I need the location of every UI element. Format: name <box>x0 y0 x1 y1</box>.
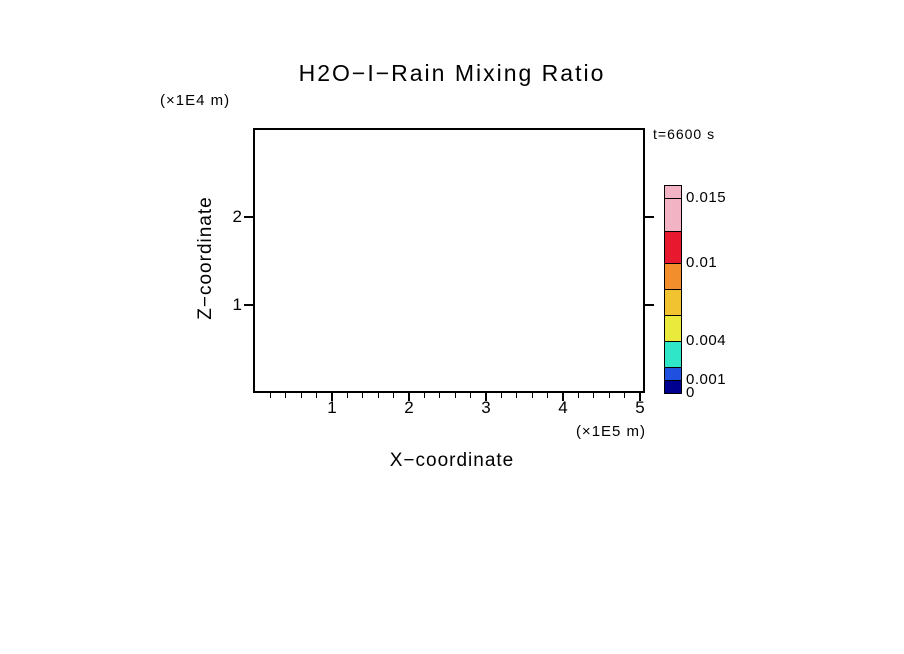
x-tick-label: 1 <box>327 398 337 417</box>
colorbar-tick-label: 0.015 <box>686 189 727 206</box>
colorbar-tick-label: 0.004 <box>686 332 727 349</box>
colorbar-segment <box>664 289 682 316</box>
time-annotation: t=6600 s <box>653 126 716 142</box>
x-tick-label: 3 <box>481 398 491 417</box>
colorbar-tick-label: 0.01 <box>686 254 718 271</box>
colorbar-segment <box>664 185 682 199</box>
x-major-tick <box>562 393 564 401</box>
x-minor-tick <box>577 393 579 398</box>
x-minor-tick <box>377 393 379 398</box>
colorbar-segment <box>664 230 682 264</box>
x-minor-tick <box>300 393 302 398</box>
x-minor-tick <box>516 393 518 398</box>
x-minor-tick <box>393 393 395 398</box>
x-minor-tick <box>531 393 533 398</box>
x-minor-tick <box>423 393 425 398</box>
x-tick-label: 4 <box>558 398 568 417</box>
colorbar-tick-label: 0.001 <box>686 371 727 388</box>
x-major-tick <box>639 393 641 401</box>
y-axis-label: Z−coordinate <box>195 196 216 320</box>
y-tick-label: 2 <box>232 207 242 226</box>
x-minor-tick <box>346 393 348 398</box>
y-major-tick-right <box>645 304 654 306</box>
y-major-tick-left <box>244 304 253 306</box>
x-minor-tick <box>454 393 456 398</box>
x-major-tick <box>331 393 333 401</box>
x-axis-label: X−coordinate <box>389 450 515 471</box>
colorbar-segment <box>664 380 682 394</box>
x-minor-tick <box>593 393 595 398</box>
x-tick-label: 2 <box>404 398 414 417</box>
y-axis-unit: (×1E4 m) <box>160 92 231 109</box>
x-minor-tick <box>316 393 318 398</box>
x-major-tick <box>485 393 487 401</box>
colorbar-segment <box>664 315 682 342</box>
x-minor-tick <box>439 393 441 398</box>
x-minor-tick <box>362 393 364 398</box>
colorbar-segment <box>664 198 682 232</box>
colorbar-segment <box>664 263 682 290</box>
y-major-tick-right <box>645 216 654 218</box>
y-major-tick-left <box>244 216 253 218</box>
x-major-tick <box>408 393 410 401</box>
x-minor-tick <box>285 393 287 398</box>
plot-area <box>253 128 645 393</box>
y-tick-label: 1 <box>232 295 242 314</box>
colorbar-tick-label: 0 <box>686 384 695 401</box>
x-minor-tick <box>608 393 610 398</box>
x-minor-tick <box>624 393 626 398</box>
x-minor-tick <box>470 393 472 398</box>
colorbar-segment <box>664 341 682 368</box>
x-tick-label: 5 <box>635 398 645 417</box>
x-minor-tick <box>547 393 549 398</box>
x-minor-tick <box>500 393 502 398</box>
chart-title: H2O−I−Rain Mixing Ratio <box>298 60 606 86</box>
x-minor-tick <box>269 393 271 398</box>
colorbar-segment <box>664 367 682 381</box>
x-axis-unit: (×1E5 m) <box>575 423 647 440</box>
